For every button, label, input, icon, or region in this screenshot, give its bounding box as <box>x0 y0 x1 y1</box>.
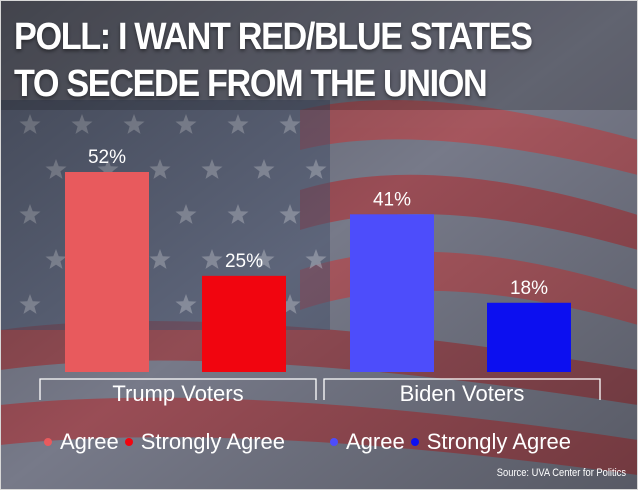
headline-line-2: TO SECEDE FROM THE UNION <box>14 63 488 105</box>
legend-item-trump-strongly: Strongly Agree <box>124 429 286 455</box>
data-label-trump-strongly-agree: 25% <box>225 251 263 272</box>
bar-biden-agree <box>350 214 434 372</box>
legend-item-trump-agree: Agree <box>44 429 119 455</box>
data-label-trump-agree: 52% <box>88 147 126 168</box>
legend-label-biden-strongly: Strongly Agree <box>426 429 572 454</box>
group-label-trump: Trump Voters <box>112 381 243 406</box>
legend-dot-biden-strongly <box>410 438 419 446</box>
legend-dot-trump-strongly <box>124 438 133 446</box>
headline-line-1: POLL: I WANT RED/BLUE STATES <box>14 16 533 58</box>
legend-dot-biden-agree <box>330 438 338 446</box>
legend-biden: Agree Strongly Agree <box>330 428 577 456</box>
bar-biden-strongly-agree <box>487 302 571 372</box>
group-bracket-trump: Trump Voters <box>39 378 317 406</box>
legend-trump: Agree Strongly Agree <box>44 428 291 456</box>
data-label-biden-agree: 41% <box>373 189 411 210</box>
data-label-biden-strongly-agree: 18% <box>510 278 548 299</box>
group-label-biden: Biden Voters <box>400 381 525 406</box>
legend-label-trump-strongly: Strongly Agree <box>140 429 286 454</box>
legend-label-trump-agree: Agree <box>60 429 119 454</box>
bar-trump-agree <box>65 172 149 372</box>
legend-label-biden-agree: Agree <box>346 429 405 454</box>
legend-item-biden-agree: Agree <box>330 429 405 455</box>
group-bracket-biden: Biden Voters <box>323 378 601 406</box>
page-title: POLL: I WANT RED/BLUE STATES TO SECEDE F… <box>14 14 533 108</box>
legend-dot-trump-agree <box>44 438 52 446</box>
bar-trump-strongly-agree <box>202 275 286 372</box>
legend-item-biden-strongly: Strongly Agree <box>410 429 572 455</box>
source-note: Source: UVA Center for Politics <box>496 467 626 479</box>
